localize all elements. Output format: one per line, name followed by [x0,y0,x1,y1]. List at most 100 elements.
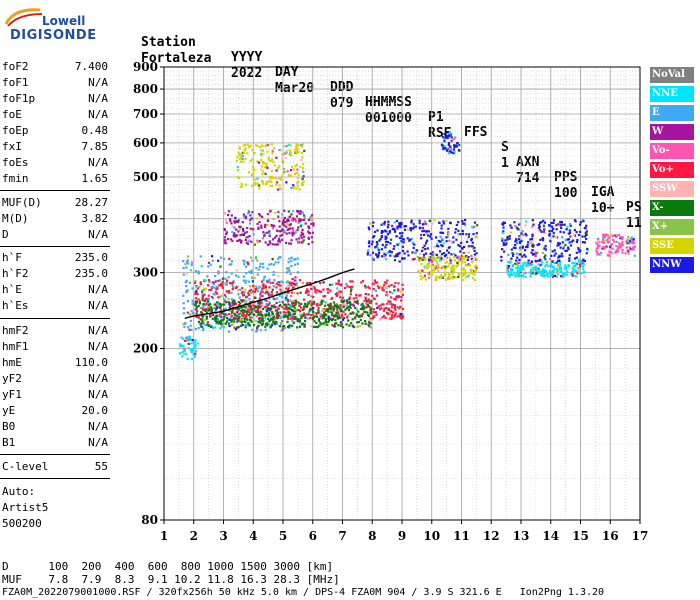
echo-point [316,325,319,329]
echo-point [396,315,399,318]
echo-point [449,133,452,136]
echo-point [400,290,403,293]
echo-point [202,305,205,309]
echo-point [319,313,322,316]
echo-point [216,285,219,289]
echo-point [252,284,255,288]
echo-point [381,243,384,247]
echo-point [450,253,453,256]
echo-point [537,230,540,233]
echo-point [443,137,446,141]
echo-point [630,248,633,251]
echo-point [632,248,635,251]
echo-point [225,313,229,317]
echo-point [310,222,313,225]
echo-point [377,254,380,258]
param-m-d: M(D) 3.82 [2,212,108,228]
echo-point [182,312,185,315]
echo-point [448,256,452,260]
echo-point [254,309,257,312]
echo-point [394,312,398,315]
echo-point [400,299,403,302]
echo-point [260,154,263,157]
echo-point [522,262,525,265]
echo-point [230,314,233,318]
echo-point [398,314,401,318]
echo-point [440,227,443,230]
echo-point [240,184,244,187]
echo-point [220,316,223,319]
echo-point [366,251,370,254]
echo-point [421,248,425,251]
echo-point [232,285,235,289]
echo-point [605,245,608,248]
echo-point [435,261,439,264]
header-value: 2022 [231,66,263,81]
echo-point [404,224,408,228]
echo-point [466,258,469,261]
echo-point [393,289,396,292]
echo-point [374,246,377,249]
echo-point [230,214,233,217]
echo-point [582,263,585,266]
param-name: foE [2,108,22,121]
echo-point [413,257,416,261]
echo-point [510,269,513,272]
echo-point [386,251,389,254]
echo-point [254,306,258,309]
echo-point [457,263,460,267]
echo-point [185,353,188,356]
echo-point [369,254,372,257]
echo-point [305,282,309,286]
echo-point [271,322,274,325]
echo-point [283,307,286,311]
echo-point [217,272,220,275]
echo-point [505,242,508,245]
echo-point [200,314,204,317]
echo-point [525,220,528,223]
echo-point [532,223,535,226]
echo-point [560,220,564,224]
echo-point [559,230,562,233]
echo-point [218,284,221,287]
echo-point [448,277,451,281]
echo-point [310,217,313,220]
echo-point [240,182,243,185]
echo-point [530,263,534,266]
echo-point [209,325,213,329]
echo-point [236,310,240,313]
echo-point [250,217,253,220]
echo-point [332,307,335,311]
echo-point [194,297,198,300]
echo-point [421,246,425,250]
echo-point [302,180,305,183]
echo-point [508,275,511,278]
echo-point [268,232,271,235]
echo-point [373,279,376,282]
echo-point [213,303,216,306]
echo-point [270,169,273,172]
echo-point [332,325,336,328]
echo-point [386,302,389,305]
echo-point [543,226,546,229]
echo-point [231,304,235,307]
autoscale-label: Auto: [2,485,36,498]
echo-point [298,188,301,191]
echo-point [239,288,242,291]
echo-point [448,130,452,134]
chart-marks [178,130,637,361]
echo-point [273,236,277,239]
echo-point [606,254,609,257]
echo-point [472,273,475,276]
echo-point [204,304,207,307]
echo-point [238,157,242,161]
echo-point [508,261,512,264]
echo-point [318,324,321,327]
echo-point [217,259,220,262]
echo-point [293,258,296,261]
echo-point [233,226,236,229]
echo-point [452,148,455,151]
echo-point [457,148,461,152]
echo-point [275,301,278,305]
echo-point [238,306,241,309]
